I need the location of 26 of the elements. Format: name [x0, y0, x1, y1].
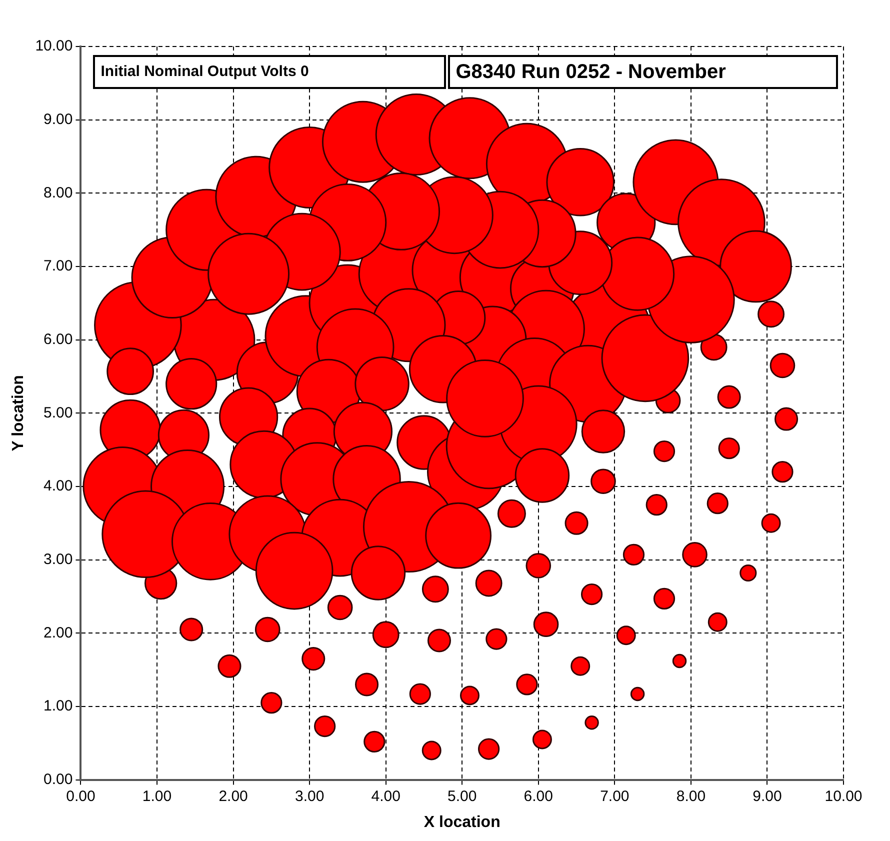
y-tick-label: 4.00 — [44, 478, 73, 495]
y-tick-label: 10.00 — [35, 38, 73, 55]
y-tick-label: 9.00 — [44, 110, 73, 128]
x-tick-label: 9.00 — [752, 788, 782, 805]
x-tick-label: 4.00 — [371, 788, 400, 805]
x-tick-label: 2.00 — [218, 788, 248, 805]
y-tick-label: 6.00 — [44, 330, 73, 348]
y-tick-label: 3.00 — [44, 550, 73, 568]
y-tick-label: 8.00 — [44, 184, 73, 202]
y-tick-label: 0.00 — [44, 770, 73, 788]
annotation: Initial Nominal Output Volts 0 — [100, 62, 309, 82]
text: G8340 Run 0252 - November — [456, 60, 726, 84]
x-tick-label: 5.00 — [448, 788, 477, 805]
y-tick-label: 2.00 — [44, 624, 73, 642]
y-tick-label: 7.00 — [44, 258, 73, 275]
x-tick-label: 8.00 — [676, 788, 706, 805]
x-tick-label: 0.00 — [66, 788, 96, 805]
y-tick-label: 5.00 — [44, 404, 73, 422]
x-tick-label: 7.00 — [600, 788, 630, 805]
x-tick-label: 1.00 — [142, 788, 172, 805]
x-tick-label: 3.00 — [294, 788, 324, 805]
y-axis-title: Y location — [10, 375, 28, 452]
x-tick-label: 10.00 — [824, 788, 862, 805]
y-tick-label: 1.00 — [44, 698, 73, 715]
x-tick-label: 6.00 — [524, 788, 553, 805]
x-axis-title: X location — [424, 814, 500, 831]
